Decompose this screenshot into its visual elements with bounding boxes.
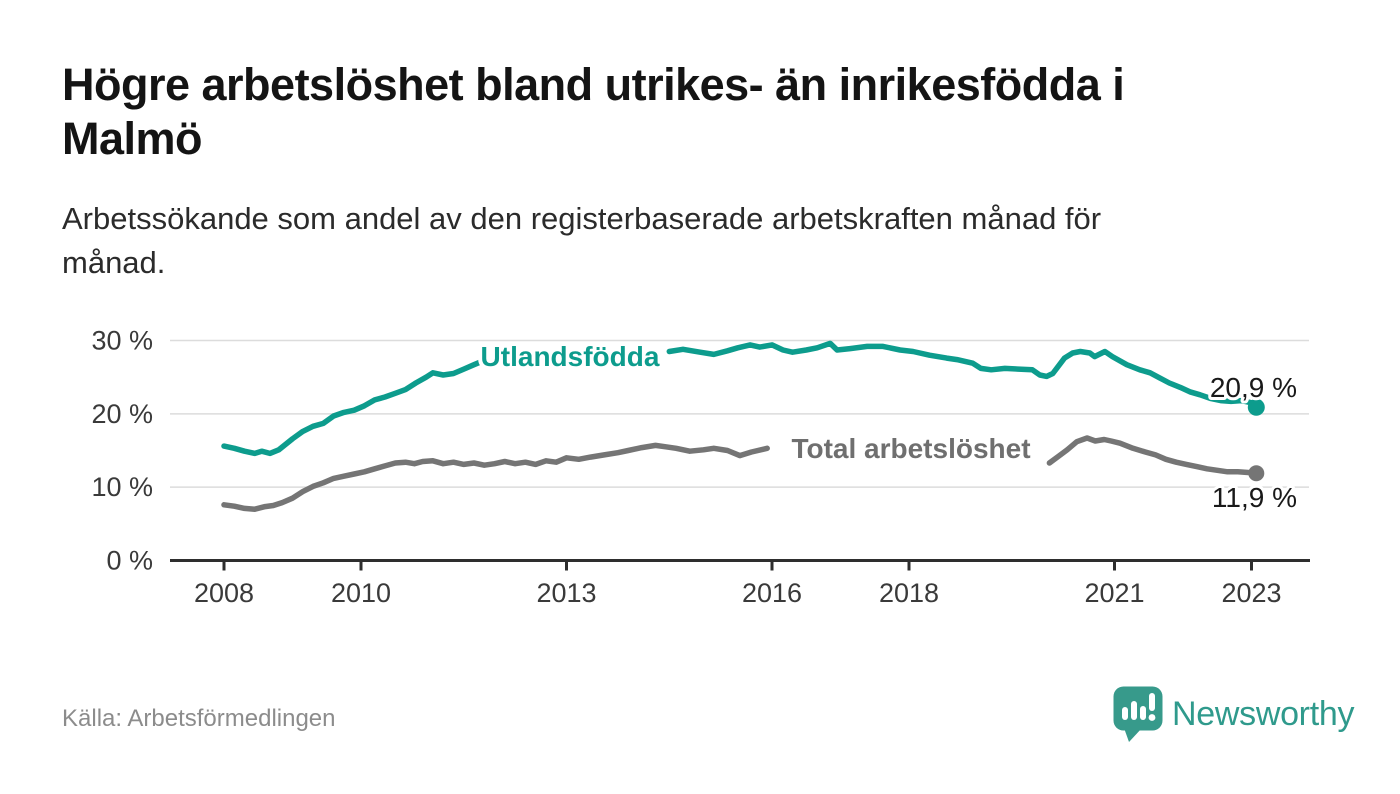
title-line-2: Malmö: [62, 113, 203, 164]
x-tick-label-2018: 2018: [879, 578, 939, 608]
series-utlandsfodda-end-value: 20,9 %: [1210, 372, 1297, 403]
series-utlandsfodda-line-1: [666, 340, 1260, 410]
series-utlandsfodda-line-0: [221, 359, 484, 457]
series-total-arbetsloshet-end-dot: [1248, 465, 1265, 482]
series-total-arbetsloshet-label: Total arbetslöshet: [791, 433, 1030, 464]
source-note: Källa: Arbetsförmedlingen: [62, 705, 336, 732]
series-total-arbetsloshet-line-1: [1046, 435, 1260, 476]
y-tick-label-20: 20 %: [91, 399, 153, 429]
title-line-1: Högre arbetslöshet bland utrikes- än inr…: [62, 59, 1125, 110]
series-total-arbetsloshet-line-0: [221, 442, 770, 512]
series-utlandsfodda-end-dot: [1247, 398, 1265, 416]
x-tick-label-2010: 2010: [331, 578, 391, 608]
y-tick-label-30: 30 %: [91, 326, 153, 356]
subtitle-line-2: månad.: [62, 245, 166, 280]
y-tick-label-0: 0 %: [106, 546, 153, 576]
brand-name: Newsworthy: [1172, 694, 1355, 733]
page-title: Högre arbetslöshet bland utrikes- än inr…: [62, 58, 1352, 166]
x-tick-label-2021: 2021: [1084, 578, 1144, 608]
newsworthy-logo-icon: [1113, 686, 1163, 742]
x-tick-label-2008: 2008: [194, 578, 254, 608]
x-tick-label-2023: 2023: [1221, 578, 1281, 608]
subtitle-line-1: Arbetssökande som andel av den registerb…: [62, 201, 1102, 236]
series-total-arbetsloshet-end-value: 11,9 %: [1212, 482, 1297, 513]
series-utlandsfodda-label: Utlandsfödda: [481, 341, 660, 372]
x-tick-label-2013: 2013: [536, 578, 596, 608]
chart-subtitle: Arbetssökande som andel av den registerb…: [62, 197, 1262, 285]
x-tick-label-2016: 2016: [742, 578, 802, 608]
y-tick-label-10: 10 %: [91, 472, 153, 502]
newsworthy-brand: Newsworthy: [1113, 686, 1354, 742]
